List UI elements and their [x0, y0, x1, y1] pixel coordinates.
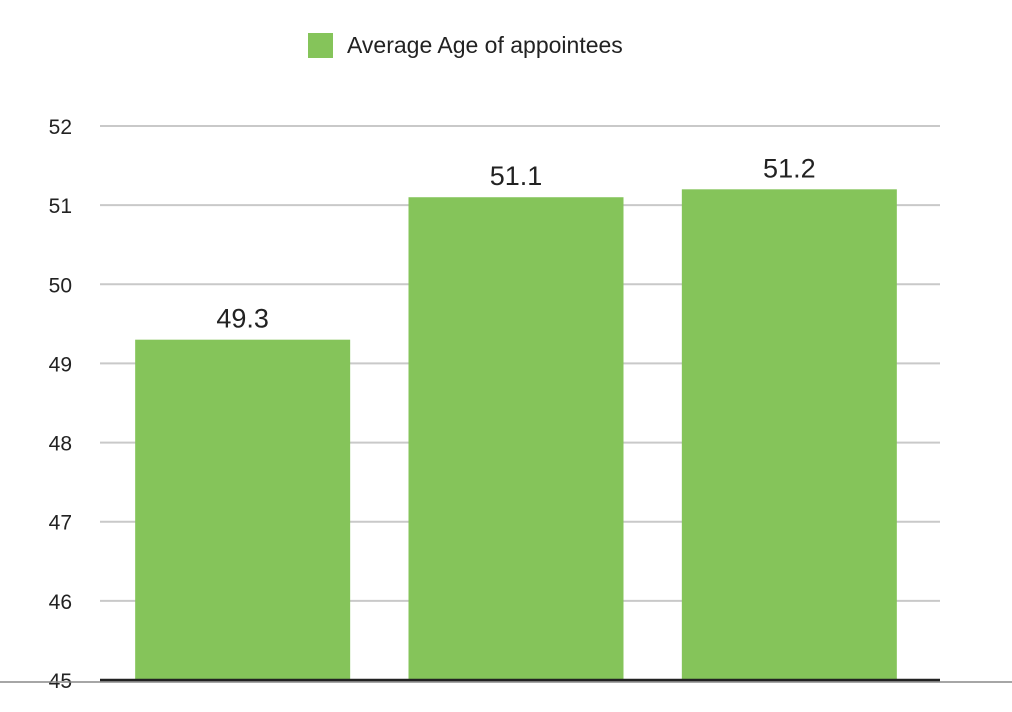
y-tick-label: 46 — [49, 591, 72, 614]
bar — [135, 339, 351, 680]
y-tick-label: 52 — [49, 116, 72, 139]
data-label: 51.1 — [490, 161, 543, 191]
legend-label: Average Age of appointees — [347, 32, 623, 58]
data-label: 51.2 — [763, 153, 816, 183]
bar — [408, 197, 624, 680]
legend-swatch — [308, 33, 333, 58]
y-tick-label: 48 — [49, 433, 72, 456]
y-tick-label: 51 — [49, 195, 72, 218]
data-label: 49.3 — [216, 304, 269, 334]
y-tick-label: 50 — [49, 274, 72, 297]
legend: Average Age of appointees — [308, 32, 623, 59]
y-tick-label: 47 — [49, 512, 72, 535]
bars — [135, 189, 897, 681]
x-axis — [0, 678, 1012, 683]
y-tick-label: 49 — [49, 353, 72, 376]
bar — [681, 189, 897, 681]
data-labels: 49.3 51.1 51.2 — [216, 153, 815, 333]
